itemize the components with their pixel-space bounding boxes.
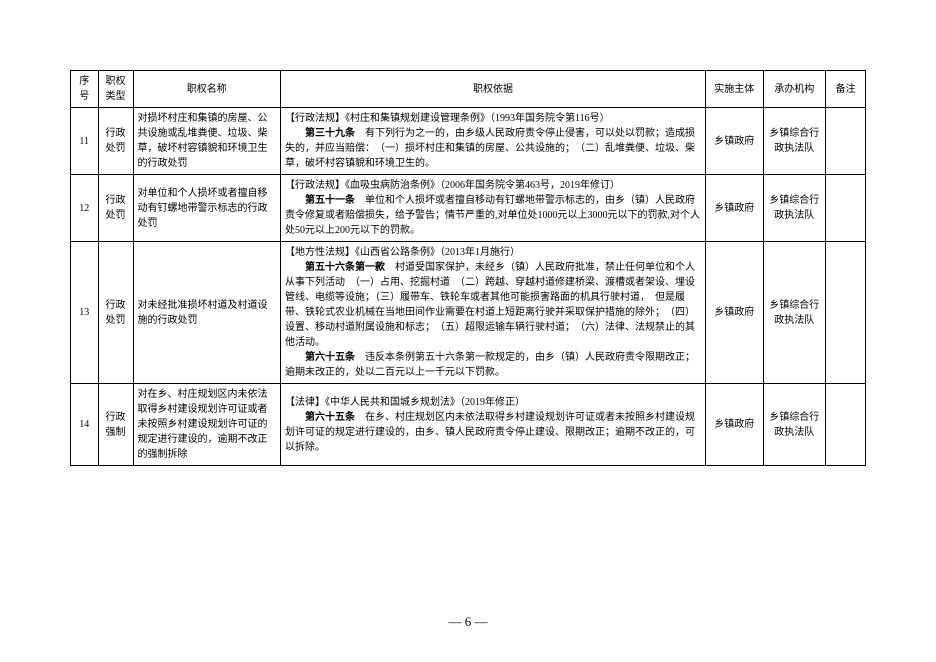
cell-type: 行政强制: [98, 384, 133, 466]
basis-label: 【行政法规】《村庄和集镇规划建设管理条例》（1993年国务院令第116号）: [285, 113, 610, 124]
basis-clause-label: 第五十六条第一款: [305, 262, 385, 273]
cell-agency: 乡镇综合行政执法队: [763, 175, 826, 242]
basis-clause-label: 第三十九条: [305, 128, 355, 139]
basis-clause-label: 第五十一条: [305, 195, 355, 206]
table-row: 14 行政强制 对在乡、村庄规划区内未依法取得乡村建设规划许可证或者未按照乡村建…: [71, 384, 866, 466]
header-subject: 实施主体: [706, 71, 764, 108]
basis-label: 【地方性法规】《山西省公路条例》（2013年1月施行）: [285, 247, 520, 258]
table-header-row: 序号 职权类型 职权名称 职权依据 实施主体 承办机构 备注: [71, 71, 866, 108]
cell-seq: 14: [71, 384, 99, 466]
header-basis: 职权依据: [281, 71, 706, 108]
cell-remark: [826, 384, 866, 466]
header-agency: 承办机构: [763, 71, 826, 108]
cell-type: 行政处罚: [98, 108, 133, 175]
cell-name: 对在乡、村庄规划区内未依法取得乡村建设规划许可证或者未按照乡村建设规划许可证的规…: [133, 384, 281, 466]
header-remark: 备注: [826, 71, 866, 108]
document-page: 序号 职权类型 职权名称 职权依据 实施主体 承办机构 备注 11 行政处罚 对…: [0, 0, 936, 466]
cell-type: 行政处罚: [98, 175, 133, 242]
cell-seq: 11: [71, 108, 99, 175]
cell-subject: 乡镇政府: [706, 108, 764, 175]
cell-remark: [826, 108, 866, 175]
cell-basis: 【行政法规】《村庄和集镇规划建设管理条例》（1993年国务院令第116号） 第三…: [281, 108, 706, 175]
cell-agency: 乡镇综合行政执法队: [763, 108, 826, 175]
table-row: 12 行政处罚 对单位和个人损坏或者擅自移动有钉螺地带警示标志的行政处罚 【行政…: [71, 175, 866, 242]
table-row: 11 行政处罚 对损坏村庄和集镇的房屋、公共设施或乱堆粪便、垃圾、柴草，破坏村容…: [71, 108, 866, 175]
cell-agency: 乡镇综合行政执法队: [763, 242, 826, 384]
cell-basis: 【行政法规】《血吸虫病防治条例》（2006年国务院令第463号，2019年修订）…: [281, 175, 706, 242]
cell-seq: 13: [71, 242, 99, 384]
cell-seq: 12: [71, 175, 99, 242]
authority-table: 序号 职权类型 职权名称 职权依据 实施主体 承办机构 备注 11 行政处罚 对…: [70, 70, 866, 466]
cell-basis: 【法律】《中华人民共和国城乡规划法》（2019年修正） 第六十五条 在乡、村庄规…: [281, 384, 706, 466]
basis-label: 【法律】《中华人民共和国城乡规划法》（2019年修正）: [285, 397, 525, 408]
cell-subject: 乡镇政府: [706, 175, 764, 242]
header-name: 职权名称: [133, 71, 281, 108]
cell-name: 对未经批准损坏村道及村道设施的行政处罚: [133, 242, 281, 384]
cell-basis: 【地方性法规】《山西省公路条例》（2013年1月施行） 第五十六条第一款 村道受…: [281, 242, 706, 384]
cell-agency: 乡镇综合行政执法队: [763, 384, 826, 466]
cell-name: 对单位和个人损坏或者擅自移动有钉螺地带警示标志的行政处罚: [133, 175, 281, 242]
table-row: 13 行政处罚 对未经批准损坏村道及村道设施的行政处罚 【地方性法规】《山西省公…: [71, 242, 866, 384]
cell-type: 行政处罚: [98, 242, 133, 384]
basis-clause2-label: 第六十五条: [305, 352, 355, 363]
header-type: 职权类型: [98, 71, 133, 108]
header-seq: 序号: [71, 71, 99, 108]
cell-subject: 乡镇政府: [706, 384, 764, 466]
cell-remark: [826, 175, 866, 242]
cell-remark: [826, 242, 866, 384]
page-number: — 6 —: [0, 614, 936, 630]
basis-clause-text: 村道受国家保护，未经乡（镇）人民政府批准，禁止任何单位和个人从事下列活动 （一）…: [285, 262, 695, 348]
cell-subject: 乡镇政府: [706, 242, 764, 384]
cell-name: 对损坏村庄和集镇的房屋、公共设施或乱堆粪便、垃圾、柴草，破坏村容镇貌和环境卫生的…: [133, 108, 281, 175]
basis-clause-label: 第六十五条: [305, 412, 355, 423]
basis-label: 【行政法规】《血吸虫病防治条例》（2006年国务院令第463号，2019年修订）: [285, 180, 620, 191]
